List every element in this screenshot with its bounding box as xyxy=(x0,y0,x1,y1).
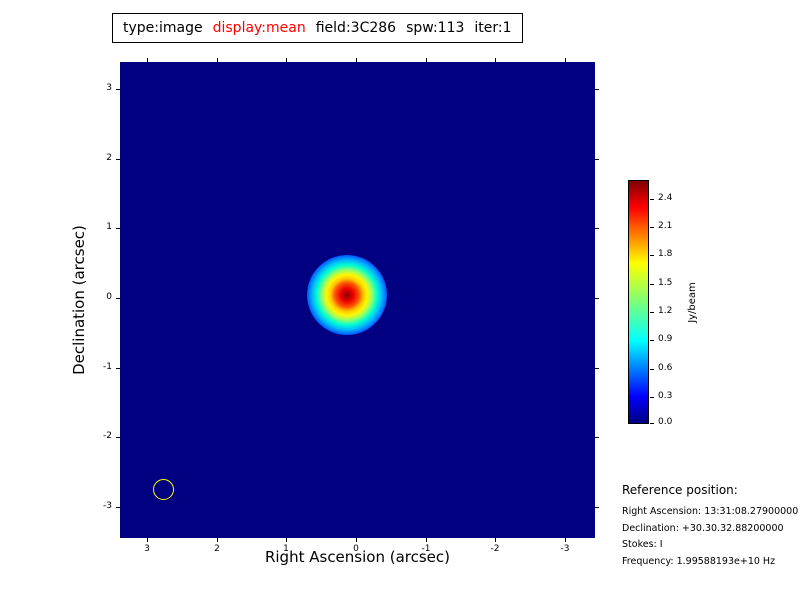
title-display: display:mean xyxy=(212,20,306,36)
title-spw: spw:113 xyxy=(406,20,465,36)
reference-position-block: Reference position: Right Ascension: 13:… xyxy=(622,483,798,572)
colorbar-tick-mark xyxy=(650,369,654,370)
y-tick-mark-right xyxy=(595,507,599,508)
x-tick-mark-top xyxy=(286,58,287,62)
colorbar-tick-label: 2.4 xyxy=(658,193,673,203)
colorbar: 2.4 2.1 1.8 1.5 1.2 0.9 0.6 0.3 0.0 Jy/b… xyxy=(628,180,698,427)
colorbar-unit-label: Jy/beam xyxy=(686,281,698,323)
y-tick-mark-right xyxy=(595,298,599,299)
y-tick-mark-right xyxy=(595,437,599,438)
x-tick-label: 1 xyxy=(283,544,289,554)
plot-region: 3 2 1 0 -1 -2 -3 3 2 1 0 -1 -2 -3 xyxy=(103,58,599,554)
x-tick-mark xyxy=(426,538,427,542)
colorbar-tick-mark xyxy=(650,312,654,313)
colorbar-tick-label: 0.6 xyxy=(658,363,673,373)
x-tick-mark-top xyxy=(217,58,218,62)
beam-circle xyxy=(153,479,174,500)
x-tick-label: 3 xyxy=(144,544,150,554)
colorbar-tick-label: 0.3 xyxy=(658,391,673,401)
y-tick-mark xyxy=(116,89,120,90)
reference-ra: Right Ascension: 13:31:08.27900000 xyxy=(622,506,799,517)
colorbar-tick-mark xyxy=(650,397,654,398)
colorbar-tick-mark xyxy=(650,199,654,200)
colorbar-tick-mark xyxy=(650,227,654,228)
plot-title-box: type:image display:mean field:3C286 spw:… xyxy=(112,13,523,43)
colorbar-tick-mark xyxy=(650,255,654,256)
reference-heading: Reference position: xyxy=(622,483,738,497)
y-tick-mark xyxy=(116,507,120,508)
y-tick-mark xyxy=(116,159,120,160)
x-tick-mark-top xyxy=(426,58,427,62)
x-tick-mark xyxy=(217,538,218,542)
reference-frequency: Frequency: 1.99588193e+10 Hz xyxy=(622,555,776,567)
colorbar-tick-mark xyxy=(650,284,654,285)
x-tick-mark-top xyxy=(565,58,566,62)
x-tick-label: 2 xyxy=(214,544,220,554)
y-tick-mark-right xyxy=(595,228,599,229)
y-tick-mark-right xyxy=(595,159,599,160)
title-iter: iter:1 xyxy=(474,20,512,36)
y-tick-label: 0 xyxy=(106,292,112,302)
x-axis-label: Right Ascension (arcsec) xyxy=(264,548,451,566)
y-tick-mark xyxy=(116,437,120,438)
colorbar-tick-label: 0.0 xyxy=(658,417,673,427)
y-tick-label: 3 xyxy=(106,83,112,93)
x-tick-mark xyxy=(495,538,496,542)
y-tick-label: -2 xyxy=(103,431,112,441)
x-tick-mark-top xyxy=(147,58,148,62)
x-tick-label: -1 xyxy=(421,544,431,554)
y-tick-mark xyxy=(116,298,120,299)
y-tick-label: 1 xyxy=(106,222,112,232)
colorbar-tick-label: 1.2 xyxy=(658,306,673,316)
colorbar-tick-mark xyxy=(650,423,654,424)
colorbar-tick-mark xyxy=(650,340,654,341)
colorbar-tick-label: 2.1 xyxy=(658,221,673,231)
colorbar-tick-label: 1.8 xyxy=(658,249,673,259)
y-tick-mark-right xyxy=(595,368,599,369)
x-tick-mark xyxy=(147,538,148,542)
colorbar-tick-label: 1.5 xyxy=(658,278,673,288)
colorbar-unit-wrap: Jy/beam xyxy=(684,180,700,424)
x-tick-mark xyxy=(286,538,287,542)
y-tick-label: 2 xyxy=(106,153,112,163)
title-type: type:image xyxy=(123,20,203,36)
x-tick-mark-top xyxy=(495,58,496,62)
x-tick-label: -3 xyxy=(560,544,570,554)
x-tick-mark xyxy=(356,538,357,542)
x-tick-mark-top xyxy=(356,58,357,62)
y-tick-label: -3 xyxy=(103,501,112,511)
y-tick-mark xyxy=(116,368,120,369)
y-tick-mark-right xyxy=(595,89,599,90)
x-tick-mark xyxy=(565,538,566,542)
x-tick-label: -2 xyxy=(490,544,500,554)
point-source-blob xyxy=(307,255,387,335)
reference-stokes: Stokes: I xyxy=(622,539,663,550)
x-tick-label: 0 xyxy=(353,544,359,554)
colorbar-tick-label: 0.9 xyxy=(658,334,673,344)
y-tick-mark xyxy=(116,228,120,229)
image-canvas xyxy=(120,62,595,538)
reference-dec: Declination: +30.30.32.88200000 xyxy=(622,522,784,534)
title-field: field:3C286 xyxy=(315,20,397,36)
y-tick-label: -1 xyxy=(103,362,112,372)
colorbar-gradient xyxy=(628,180,649,424)
